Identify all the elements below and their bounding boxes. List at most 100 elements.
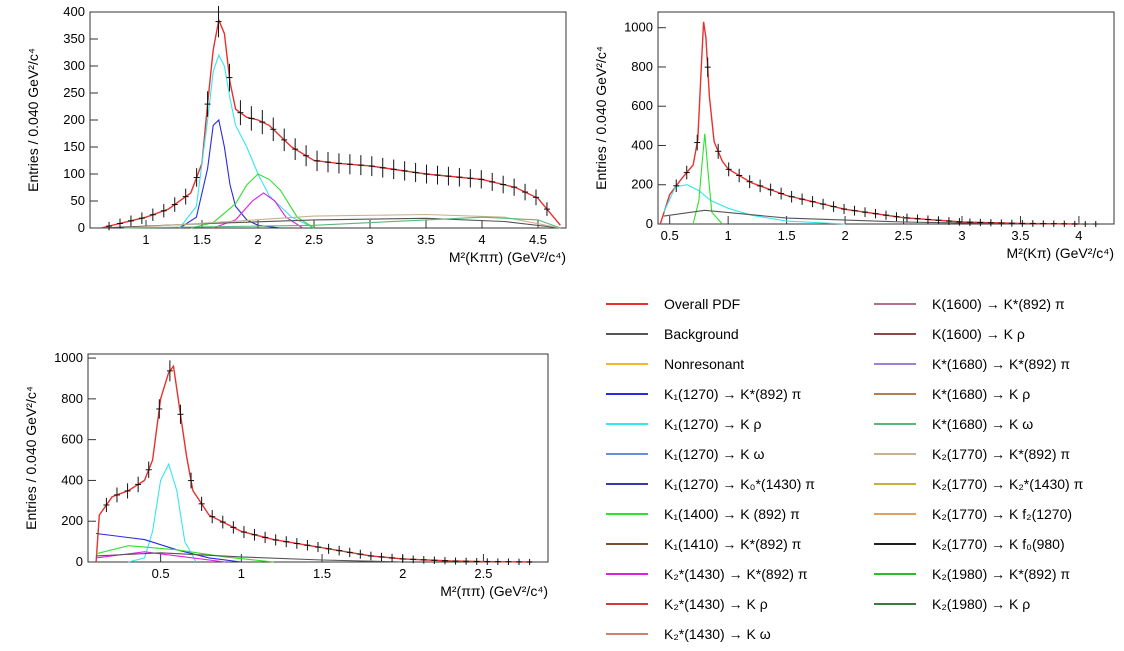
legend-label: Background — [664, 326, 739, 342]
y-tick-label: 250 — [63, 85, 85, 100]
legend-swatch — [874, 453, 916, 455]
x-tick-label: 2.5 — [474, 566, 492, 581]
y-tick-label: 200 — [631, 177, 653, 192]
legend-swatch — [606, 333, 648, 335]
y-tick-label: 300 — [63, 58, 85, 73]
legend-swatch — [606, 303, 648, 305]
legend-label: K₂(1770) → K*(892) π — [932, 446, 1071, 462]
legend-label: K₂*(1430) → K*(892) π — [664, 566, 808, 582]
x-tick-label: 4 — [478, 232, 485, 247]
legend-swatch — [874, 483, 916, 485]
series-line-background — [663, 209, 1021, 225]
y-tick-label: 200 — [63, 112, 85, 127]
y-tick-label: 400 — [631, 137, 653, 152]
y-tick-label: 50 — [71, 193, 85, 208]
x-tick-label: 1.5 — [313, 566, 331, 581]
legend-label: K₁(1270) → K*(892) π — [664, 386, 802, 402]
x-tick-label: 1 — [238, 566, 245, 581]
y-tick-label: 400 — [61, 472, 83, 487]
y-axis-label: Entries / 0.040 GeV²/c⁴ — [593, 46, 609, 190]
y-tick-label: 800 — [61, 391, 83, 406]
series-line-k1-1270-k- — [663, 184, 846, 225]
y-tick-label: 600 — [631, 98, 653, 113]
series-line-k-1680-k- — [123, 216, 561, 229]
x-axis-label: M²(Kππ) (GeV²/c⁴) — [449, 249, 566, 265]
x-tick-label: 1 — [142, 232, 149, 247]
y-tick-label: 0 — [76, 554, 83, 569]
legend-swatch — [874, 573, 916, 575]
legend-label: K*(1680) → K ω — [932, 416, 1034, 432]
x-tick-label: 3 — [958, 228, 965, 243]
legend-label: K₂*(1430) → K ρ — [664, 596, 768, 612]
x-tick-label: 3.5 — [417, 232, 435, 247]
legend-label: K₁(1270) → K₀*(1430) π — [664, 476, 815, 492]
series-line-k1-1270-k-892- — [179, 118, 281, 229]
legend-swatch — [606, 483, 648, 485]
x-tick-label: 1.5 — [778, 228, 796, 243]
x-tick-label: 2 — [254, 232, 261, 247]
y-tick-label: 200 — [61, 513, 83, 528]
legend-swatch — [606, 633, 648, 635]
series-line-k1-1270-k-892- — [96, 532, 242, 563]
x-axis-label: M²(ππ) (GeV²/c⁴) — [440, 583, 548, 599]
y-tick-label: 800 — [631, 59, 653, 74]
legend-label: K₂(1980) → K*(892) π — [932, 566, 1071, 582]
series-line-k1-1400-k-892- — [95, 545, 274, 563]
series-line-overall-pdf — [659, 21, 1079, 225]
y-tick-label: 350 — [63, 31, 85, 46]
series-line-k1-1400-k-892- — [190, 173, 315, 229]
y-tick-label: 0 — [78, 220, 85, 235]
legend-label: Overall PDF — [664, 296, 741, 312]
y-tick-label: 1000 — [54, 350, 83, 365]
legend-swatch — [874, 363, 916, 365]
y-tick-label: 400 — [63, 4, 85, 19]
legend-label: K₁(1410) → K*(892) π — [664, 536, 802, 552]
x-axis-label: M²(Kπ) (GeV²/c⁴) — [1007, 245, 1114, 261]
chart-kpipi: 0 50 100 150 200 250 300 350 400 1 1.5 2 2.5 3 3.5 4 4.5… — [25, 4, 567, 265]
x-tick-label: 2 — [399, 566, 406, 581]
legend-label: K₂(1770) → K f₀(980) — [932, 536, 1065, 552]
series-line-k2-1430-k-892- — [213, 192, 304, 229]
plot-frame — [89, 11, 567, 229]
y-tick-label: 150 — [63, 139, 85, 154]
series-line-overall-pdf — [101, 17, 561, 229]
legend-swatch — [606, 393, 648, 395]
x-tick-label: 4 — [1075, 228, 1082, 243]
x-tick-label: 1.5 — [193, 232, 211, 247]
x-tick-label: 2 — [841, 228, 848, 243]
legend-swatch — [606, 423, 648, 425]
y-tick-label: 600 — [61, 432, 83, 447]
legend-swatch — [606, 453, 648, 455]
legend-swatch — [606, 573, 648, 575]
legend-label: K₁(1270) → K ρ — [664, 416, 762, 432]
legend-label: K(1600) → K*(892) π — [932, 296, 1065, 312]
legend: Overall PDF Background Nonresonant K₁(1270)… — [600, 290, 1120, 650]
y-tick-label: 100 — [63, 166, 85, 181]
x-tick-label: 4.5 — [529, 232, 547, 247]
y-tick-label: 1000 — [624, 20, 653, 35]
series-line-background — [96, 552, 403, 563]
series-line-background — [101, 217, 561, 229]
legend-swatch — [874, 423, 916, 425]
x-tick-label: 0.5 — [661, 228, 679, 243]
legend-label: K₂(1980) → K ρ — [932, 596, 1031, 612]
y-axis-label: Entries / 0.040 GeV²/c⁴ — [23, 386, 39, 530]
plot-frame — [657, 11, 1115, 225]
legend-label: K₁(1400) → K (892) π — [664, 506, 800, 522]
legend-swatch — [606, 363, 648, 365]
legend-swatch — [606, 543, 648, 545]
series-line-k1-1400-k-892- — [692, 133, 723, 225]
legend-label: K₂(1770) → K f₂(1270) — [932, 506, 1073, 522]
y-axis-label: Entries / 0.040 GeV²/c⁴ — [25, 48, 41, 192]
x-tick-label: 2.5 — [305, 232, 323, 247]
chart-kpi: 0 200 400 600 800 1000 0.5 1 1.5 2 2.5 3 3.5 4 M²(Kπ) … — [593, 11, 1115, 261]
legend-swatch — [874, 333, 916, 335]
legend-label: K*(1680) → K*(892) π — [932, 356, 1071, 372]
legend-label: K(1600) → K ρ — [932, 326, 1025, 342]
legend-swatch — [874, 543, 916, 545]
legend-swatch — [606, 513, 648, 515]
x-tick-label: 3 — [366, 232, 373, 247]
legend-label: K₂(1770) → K₂*(1430) π — [932, 476, 1084, 492]
